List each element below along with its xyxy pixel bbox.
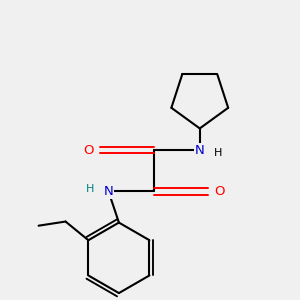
Text: O: O xyxy=(214,185,225,198)
Text: O: O xyxy=(83,143,94,157)
Text: N: N xyxy=(195,143,205,157)
Text: N: N xyxy=(104,185,113,198)
Text: H: H xyxy=(86,184,94,194)
Text: H: H xyxy=(214,148,223,158)
